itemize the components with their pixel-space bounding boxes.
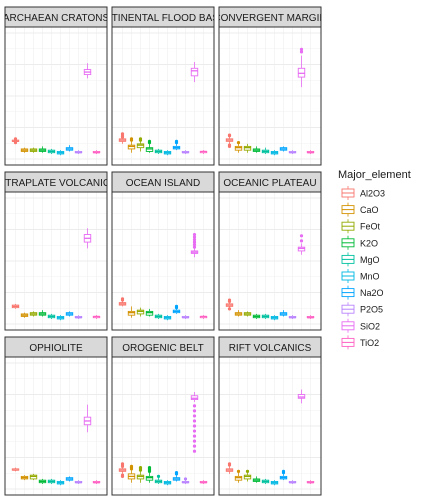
facet-panel-oceanic-plateau: OCEANIC PLATEAU [219, 172, 321, 330]
outlier-point [193, 409, 196, 412]
outlier-point [130, 137, 133, 140]
facet-panel-orogenic-belt: OROGENIC BELT [112, 337, 214, 495]
facet-title: OCEAN ISLAND [126, 178, 200, 189]
legend-label: SiO2 [360, 321, 380, 331]
outlier-point [193, 429, 196, 432]
facet-title: OROGENIC BELT [122, 343, 204, 354]
outlier-point [228, 145, 231, 148]
legend-label: FeOt [360, 222, 381, 232]
legend-label: Na2O [360, 288, 384, 298]
outlier-point [228, 133, 231, 136]
legend-item-al2o3: Al2O3 [342, 186, 385, 200]
outlier-point [300, 239, 303, 242]
outlier-point [121, 132, 124, 135]
legend-item-cao: CaO [342, 203, 379, 217]
outlier-point [148, 466, 151, 469]
facet-title: ARCHAEAN CRATONS [3, 13, 110, 24]
outlier-point [193, 233, 196, 236]
outlier-point [300, 234, 303, 237]
facet-panel-archaean-cratons: ARCHAEAN CRATONS [3, 7, 110, 165]
outlier-point [193, 450, 196, 453]
outlier-point [175, 471, 178, 474]
outlier-point [193, 424, 196, 427]
facet-panel-intraplate-volcanics: INTRAPLATE VOLCANICS [0, 172, 117, 330]
outlier-point [139, 466, 142, 469]
outlier-point [246, 470, 249, 473]
outlier-point [228, 462, 231, 465]
legend-item-mno: MnO [342, 269, 380, 283]
legend-label: TiO2 [360, 338, 379, 348]
legend-label: MgO [360, 255, 380, 265]
outlier-point [300, 48, 303, 51]
outlier-point [121, 474, 124, 477]
legend-item-feot: FeOt [342, 219, 381, 233]
outlier-point [175, 305, 178, 308]
outlier-point [175, 140, 178, 143]
facet-title: CONVERGENT MARGIN [213, 13, 326, 24]
outlier-point [228, 298, 231, 301]
facet-panel-rift-volcanics: RIFT VOLCANICS [219, 337, 321, 495]
outlier-point [193, 445, 196, 448]
outlier-point [193, 404, 196, 407]
legend-item-p2o5: P2O5 [342, 302, 383, 316]
legend-label: MnO [360, 272, 380, 282]
outlier-point [121, 462, 124, 465]
outlier-point [184, 477, 187, 480]
facet-panel-ocean-island: OCEAN ISLAND [112, 172, 214, 330]
facet-title: INTRAPLATE VOLCANICS [0, 178, 117, 189]
legend-label: K2O [360, 238, 378, 248]
legend-item-mgo: MgO [342, 252, 380, 266]
outlier-point [130, 465, 133, 468]
facet-title: OCEANIC PLATEAU [223, 178, 316, 189]
outlier-point [193, 434, 196, 437]
outlier-point [193, 414, 196, 417]
legend-label: CaO [360, 205, 379, 215]
legend-item-tio2: TiO2 [342, 335, 379, 349]
outlier-point [282, 470, 285, 473]
facet-panel-continental-flood-basalt: CONTINENTAL FLOOD BASALT [89, 7, 236, 165]
legend-title: Major_element [338, 169, 411, 181]
outlier-point [157, 475, 160, 478]
outlier-point [139, 137, 142, 140]
outlier-point [228, 307, 231, 310]
facet-title: OPHIOLITE [29, 343, 83, 354]
outlier-point [237, 470, 240, 473]
outlier-point [193, 440, 196, 443]
box-iqr [191, 68, 197, 76]
outlier-point [14, 137, 17, 140]
facet-title: RIFT VOLCANICS [229, 343, 312, 354]
legend-item-na2o: Na2O [342, 286, 384, 300]
outlier-point [237, 141, 240, 144]
outlier-point [121, 297, 124, 300]
outlier-point [148, 140, 151, 143]
facet-panel-ophiolite: OPHIOLITE [5, 337, 107, 495]
box-feot [30, 474, 36, 480]
legend-item-k2o: K2O [342, 236, 378, 250]
legend-label: P2O5 [360, 305, 383, 315]
legend-item-sio2: SiO2 [342, 319, 380, 333]
facet-panel-convergent-margin: CONVERGENT MARGIN [213, 7, 326, 165]
outlier-point [193, 419, 196, 422]
legend-label: Al2O3 [360, 189, 385, 199]
legend: Major_element Al2O3 CaO FeOt K2O MgO MnO Na2O P2… [338, 169, 411, 349]
